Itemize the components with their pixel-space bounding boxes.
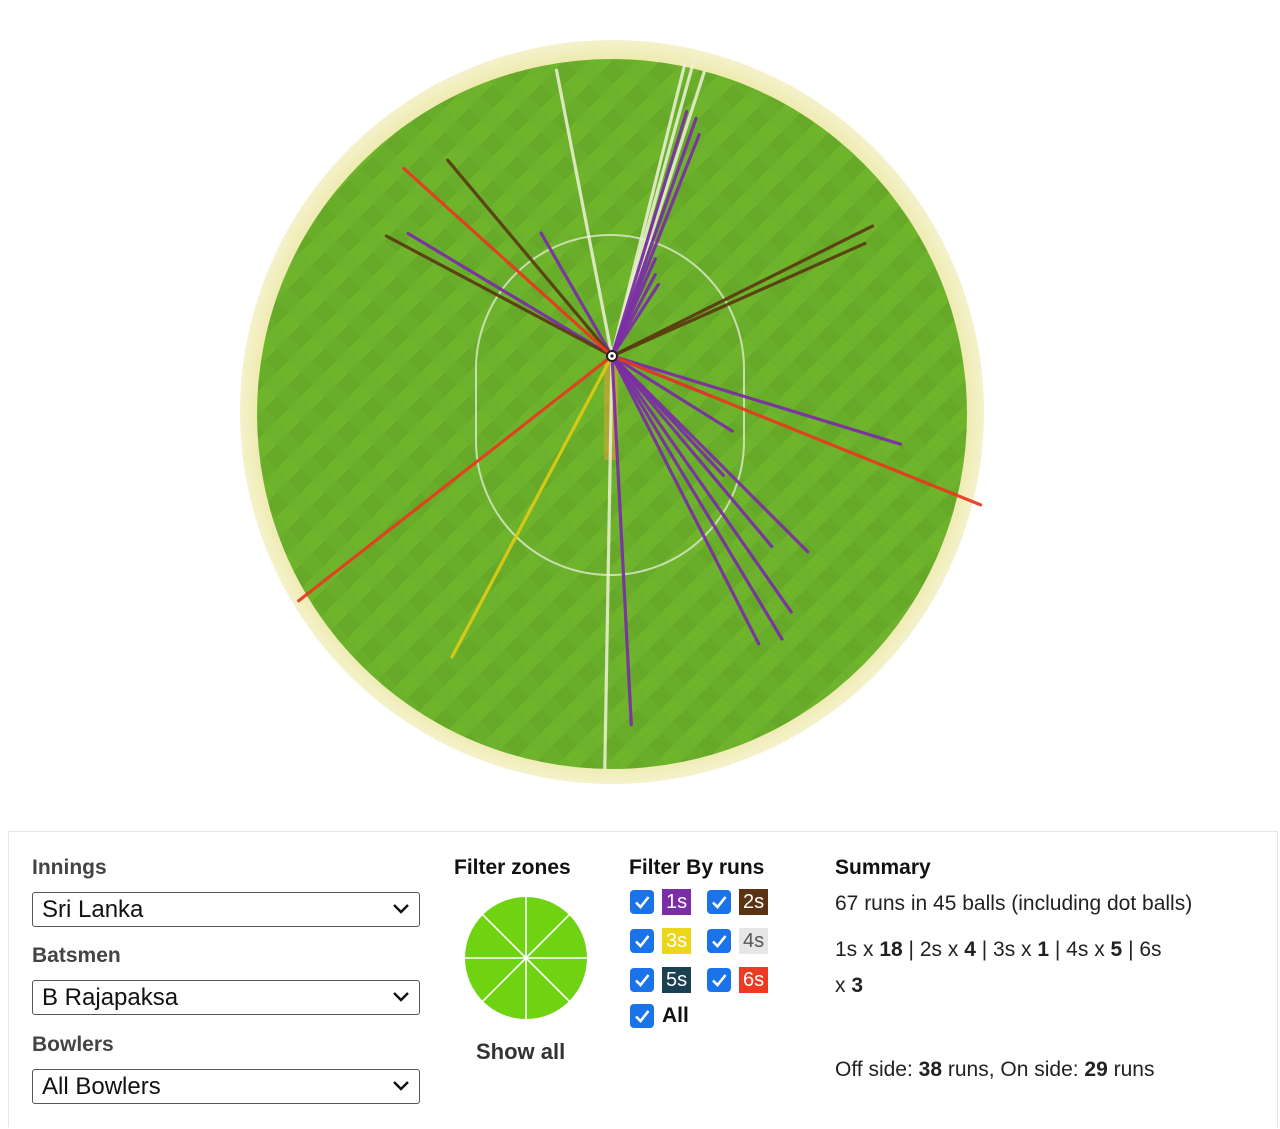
bowlers-label: Bowlers	[32, 1033, 114, 1056]
breakdown-3s-label: | 3s x	[975, 938, 1038, 961]
summary-breakdown: 1s x 18 | 2s x 4 | 3s x 1 | 4s x 5 | 6s	[835, 938, 1162, 962]
badge-4s: 4s	[739, 928, 769, 954]
batsmen-value: B Rajapaksa	[42, 984, 179, 1011]
show-all-link[interactable]: Show all	[476, 1039, 566, 1064]
bowlers-value: All Bowlers	[42, 1073, 161, 1100]
chevron-down-icon	[392, 1079, 410, 1093]
checkbox-all[interactable]	[630, 1004, 654, 1028]
shot-line-1s	[610, 354, 810, 554]
checkbox-2s[interactable]	[707, 890, 731, 914]
summary-breakdown-wrap: x 3	[835, 974, 863, 998]
shot-line-6s	[402, 166, 614, 358]
innings-label: Innings	[32, 856, 107, 879]
checkbox-4s[interactable]	[707, 929, 731, 953]
batsman-marker-dot	[610, 354, 614, 358]
shot-line-1s	[610, 282, 661, 358]
shot-line-4s	[554, 68, 614, 358]
wagon-wheel	[240, 40, 984, 784]
shot-line-1s	[610, 354, 633, 727]
batsmen-select[interactable]: B Rajapaksa	[32, 980, 420, 1015]
badge-1s: 1s	[662, 889, 692, 915]
summary-sides: Off side: 38 runs, On side: 29 runs	[835, 1058, 1154, 1082]
badge-3s: 3s	[662, 928, 692, 954]
shot-line-1s	[610, 354, 784, 641]
off-side-label: Off side:	[835, 1058, 919, 1081]
on-side-unit: runs	[1107, 1058, 1155, 1081]
chevron-down-icon	[392, 902, 410, 916]
zone-dividers	[465, 897, 587, 1019]
off-side-unit: runs	[942, 1058, 989, 1081]
badge-6s: 6s	[739, 967, 769, 993]
breakdown-4s: 5	[1110, 938, 1123, 961]
breakdown-2s-label: | 2s x	[902, 938, 965, 961]
shot-line-1s	[539, 231, 614, 358]
breakdown-1s-label: 1s x	[835, 938, 880, 961]
innings-select[interactable]: Sri Lanka	[32, 892, 420, 927]
shot-line-1s	[406, 231, 614, 358]
breakdown-6s-label: | 6s	[1122, 938, 1162, 961]
shot-line-3s	[450, 354, 614, 659]
shot-line-4s	[603, 354, 614, 770]
bowlers-select[interactable]: All Bowlers	[32, 1069, 420, 1104]
badge-5s: 5s	[662, 967, 692, 993]
on-side-label: , On side:	[988, 1058, 1085, 1081]
chevron-down-icon	[392, 990, 410, 1004]
shot-line-1s	[610, 354, 903, 446]
off-side-runs: 38	[918, 1058, 943, 1081]
shot-line-1s	[610, 354, 774, 549]
shot-line-2s	[384, 234, 614, 358]
controls-panel: Innings Sri Lanka Batsmen B Rajapaksa Bo…	[8, 831, 1278, 1127]
breakdown-6s: 3	[851, 974, 864, 997]
breakdown-4s-label: | 4s x	[1049, 938, 1111, 961]
shot-line-1s	[610, 133, 701, 358]
all-label: All	[662, 1004, 689, 1027]
breakdown-3s: 1	[1037, 938, 1050, 961]
shot-line-1s	[610, 354, 761, 646]
filter-zones-title: Filter zones	[454, 856, 571, 879]
checkbox-1s[interactable]	[630, 890, 654, 914]
cricket-field	[240, 40, 984, 784]
shot-line-1s	[610, 354, 735, 433]
shot-line-2s	[610, 224, 875, 358]
shot-line-6s	[297, 354, 614, 603]
shot-lines	[297, 56, 983, 770]
filter-runs-title: Filter By runs	[629, 856, 765, 879]
checkbox-3s[interactable]	[630, 929, 654, 953]
shot-line-1s	[610, 354, 793, 614]
shot-line-6s	[610, 354, 983, 507]
checkbox-6s[interactable]	[707, 968, 731, 992]
shot-line-1s	[610, 109, 689, 358]
inner-circle	[475, 234, 745, 576]
summary-title: Summary	[835, 856, 931, 879]
badge-2s: 2s	[739, 889, 769, 915]
breakdown-2s: 4	[964, 938, 976, 961]
summary-balls: 67 runs in 45 balls (including dot balls…	[835, 892, 1193, 915]
innings-value: Sri Lanka	[42, 896, 144, 923]
breakdown-6s-x: x	[835, 974, 852, 997]
checkbox-5s[interactable]	[630, 968, 654, 992]
shot-line-2s	[446, 158, 614, 358]
breakdown-1s: 18	[879, 938, 903, 961]
shot-line-2s	[610, 241, 867, 358]
zone-selector[interactable]	[464, 896, 588, 1020]
on-side-runs: 29	[1084, 1058, 1108, 1081]
batsmen-label: Batsmen	[32, 944, 121, 967]
